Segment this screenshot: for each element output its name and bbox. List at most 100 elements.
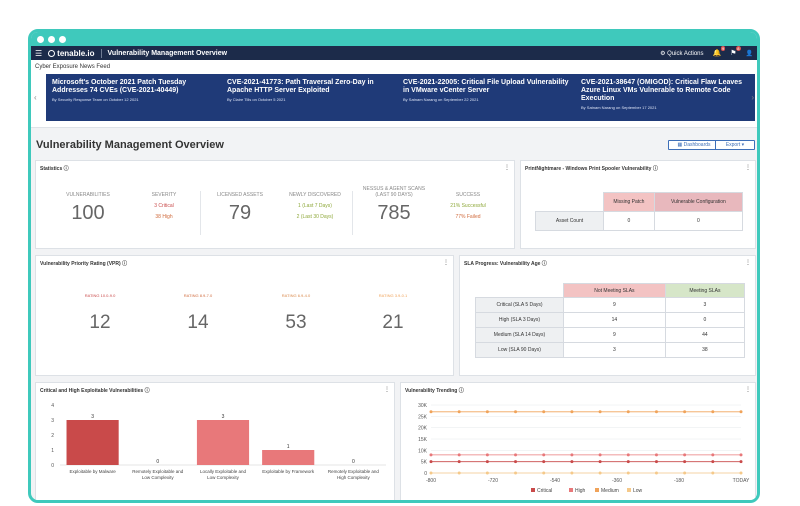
info-icon[interactable]: ⓘ [541,261,547,267]
vpr-rating[interactable]: RATING 10.0-9.0 12 [65,293,135,334]
data-point [429,410,433,414]
bar-chart-title: Critical and High Exploitable Vulnerabil… [40,388,144,394]
news-card-title: Microsoft's October 2021 Patch Tuesday A… [52,79,187,94]
flag-badge: 8 [736,46,741,51]
category-label: Exploitable by Framework [262,469,315,474]
info-icon[interactable]: ⓘ [63,166,69,172]
news-card[interactable]: Microsoft's October 2021 Patch Tuesday A… [46,74,226,121]
info-icon[interactable]: ⓘ [652,166,658,172]
news-card[interactable]: CVE-2021-41773: Path Traversal Zero-Day … [221,74,401,121]
statistics-panel: Statistics ⓘ ⋮ VULNERABILITIES 100 SEVER… [35,160,515,249]
panel-title: Critical and High Exploitable Vulnerabil… [40,387,150,394]
data-point [485,471,489,475]
more-options-icon[interactable]: ⋮ [443,260,449,266]
more-options-icon[interactable]: ⋮ [384,387,390,393]
table-cell[interactable]: 44 [664,327,746,343]
newly-last7: 1 (Last 7 Days) [298,203,332,209]
data-point [514,453,518,457]
more-options-icon[interactable]: ⋮ [745,165,751,171]
data-point [626,460,630,464]
news-card-meta: By Satnam Narang on September 22 2021 [403,97,479,102]
more-options-icon[interactable]: ⋮ [504,165,510,171]
data-point [654,453,658,457]
table-cell[interactable]: 38 [664,342,746,358]
sla-table: Not Meeting SLAs Meeting SLAs Critical (… [475,283,746,358]
vpr-rating[interactable]: RATING 3.9-0.1 21 [358,293,428,334]
stat-success[interactable]: SUCCESS 21% Successful 77% Failed [438,192,498,220]
table-cell[interactable]: 3 [664,297,746,313]
dashboards-button[interactable]: ▦ Dashboards [668,140,720,150]
category-label: Low Complexity [142,475,175,480]
window-dot[interactable] [59,35,66,43]
bar-value-label: 1 [287,444,290,450]
more-options-icon[interactable]: ⋮ [745,387,751,393]
topbar-title: Vulnerability Management Overview [107,49,228,57]
vpr-value: 12 [89,312,111,333]
notification-bell-icon[interactable]: 🔔 9 [712,46,726,57]
info-icon[interactable]: ⓘ [144,388,150,394]
data-point [711,453,715,457]
chevron-left-icon[interactable]: ‹ [34,93,37,102]
severity-high: 38 High [155,214,173,220]
menu-icon[interactable]: ☰ [35,48,43,58]
tenable-logo[interactable]: tenable.io [48,49,95,58]
vpr-label: RATING 3.9-0.1 [378,293,408,298]
data-point [654,460,658,464]
data-point [570,410,574,414]
chevron-right-icon[interactable]: › [751,93,754,102]
table-cell[interactable]: 0 [603,211,655,231]
stat-newly-discovered[interactable]: NEWLY DISCOVERED 1 (Last 7 Days) 2 (Last… [282,192,348,220]
table-cell[interactable]: 9 [563,327,666,343]
table-cell[interactable]: 14 [563,312,666,328]
table-cell[interactable]: 0 [653,211,744,231]
stat-scans[interactable]: NESSUS & AGENT SCANS (LAST 90 DAYS) 785 [356,186,432,225]
data-point [739,410,743,414]
news-card-title: CVE-2021-22005: Critical File Upload Vul… [403,79,569,94]
vpr-label: RATING 8.9-7.0 [183,293,213,298]
vpr-value: 53 [285,312,307,333]
stat-label: NESSUS & AGENT SCANS [362,186,426,192]
category-label: High Complexity [337,475,371,480]
info-icon[interactable]: ⓘ [122,261,128,267]
bar-value-label: 3 [222,414,225,420]
x-tick-label: -800 [426,478,436,484]
stat-label: SUCCESS [455,192,481,198]
page-title: Vulnerability Management Overview [36,139,224,151]
more-options-icon[interactable]: ⋮ [745,260,751,266]
quick-actions-button[interactable]: ⚙ Quick Actions [660,50,704,57]
user-icon[interactable]: 👤 [745,50,753,57]
vpr-title: Vulnerability Priority Rating (VPR) [40,261,121,267]
vpr-rating[interactable]: RATING 8.9-7.0 14 [163,293,233,334]
y-tick-label: 4 [51,403,54,409]
table-cell[interactable]: 9 [563,297,666,313]
stat-label: SEVERITY [151,192,177,198]
window-dot[interactable] [37,35,44,43]
logo-circle-icon [48,49,56,57]
bar-value-label: 0 [352,459,355,465]
news-card[interactable]: CVE-2021-22005: Critical File Upload Vul… [397,74,577,121]
data-point [542,471,546,475]
column-header: Vulnerable Configuration [653,192,744,212]
stat-value: 100 [71,202,105,224]
y-tick-label: 10K [418,448,428,454]
stat-vulnerabilities[interactable]: VULNERABILITIES 100 [58,192,118,225]
alert-flag-icon[interactable]: ⚑ 8 [730,46,741,57]
stat-licensed-assets[interactable]: LICENSED ASSETS 79 [208,192,272,225]
data-point [683,460,687,464]
legend-label: Medium [601,488,619,494]
dashboards-label: Dashboards [683,142,711,148]
printnightmare-table: Missing Patch Vulnerable Configuration A… [535,192,744,231]
export-button[interactable]: Export ▾ [715,140,755,150]
news-card[interactable]: CVE-2021-38647 (OMIGOD): Critical Flaw L… [575,74,755,121]
data-point [711,471,715,475]
stat-label: LICENSED ASSETS [217,192,263,198]
table-cell[interactable]: 3 [563,342,666,358]
info-icon[interactable]: ⓘ [458,388,464,394]
window-dot[interactable] [48,35,55,43]
stat-value: 785 [377,202,411,224]
vpr-rating[interactable]: RATING 6.9-4.0 53 [261,293,331,334]
stat-severity[interactable]: SEVERITY 3 Critical 38 High [134,192,194,220]
stat-value: 79 [228,202,252,224]
category-label: Exploitable by Malware [69,469,116,474]
table-cell[interactable]: 0 [664,312,746,328]
